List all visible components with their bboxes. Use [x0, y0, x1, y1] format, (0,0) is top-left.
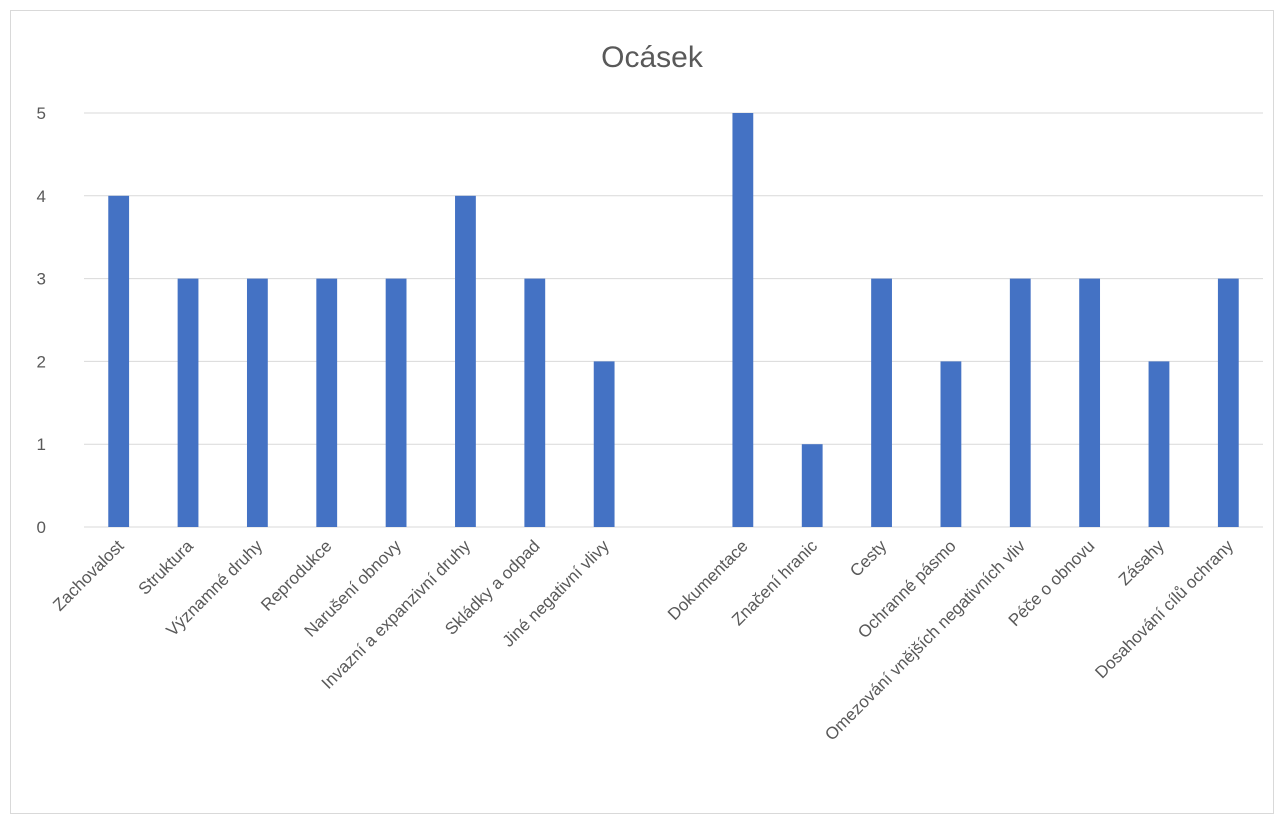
y-tick-label: 4 — [37, 187, 46, 206]
y-tick-label: 2 — [37, 352, 46, 371]
bar — [1217, 278, 1239, 527]
bar — [524, 278, 546, 527]
bar — [1148, 361, 1170, 527]
x-tick-label: Zachovalost — [49, 536, 127, 614]
y-tick-label: 5 — [37, 104, 46, 123]
bar — [593, 361, 615, 527]
bar — [246, 278, 268, 527]
y-tick-label: 1 — [37, 435, 46, 454]
gridlines — [84, 112, 1263, 528]
bar — [801, 444, 823, 527]
y-tick-label: 0 — [37, 518, 46, 537]
chart-frame — [10, 10, 1274, 814]
chart-title: Ocásek — [601, 41, 704, 74]
x-tick-label: Zásahy — [1115, 536, 1168, 589]
bar — [455, 195, 476, 528]
bar — [732, 113, 754, 527]
bar — [1009, 278, 1031, 527]
y-tick-label: 3 — [37, 270, 46, 289]
x-tick-label: Dosahování cílů ochrany — [1091, 536, 1237, 682]
bar — [385, 278, 407, 527]
bar — [316, 278, 338, 527]
bar — [940, 361, 962, 527]
y-axis-ticks: 0 1 2 3 4 5 — [37, 104, 46, 537]
x-tick-label: Struktura — [135, 536, 198, 599]
bar — [871, 278, 892, 527]
bars — [108, 113, 1239, 528]
x-tick-label: Cesty — [846, 536, 891, 581]
bar — [1079, 278, 1101, 527]
bar — [177, 278, 199, 527]
bar — [108, 195, 130, 528]
